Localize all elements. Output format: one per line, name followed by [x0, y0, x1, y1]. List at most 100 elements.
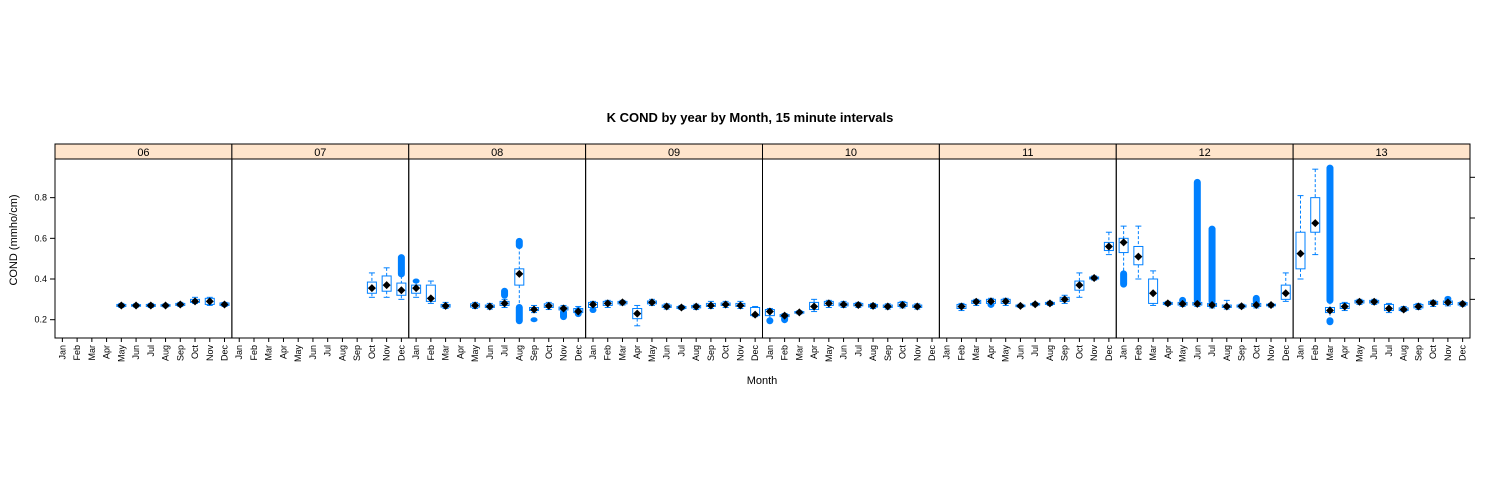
box-08-Sep: [529, 304, 540, 323]
box-13-Jun: [1369, 297, 1380, 306]
box-13-Oct: [1428, 299, 1439, 308]
x-tick-label: Aug: [691, 345, 701, 361]
x-tick-label: Jul: [1384, 345, 1394, 357]
x-tick-label: Mar: [794, 345, 804, 361]
x-tick-label: Aug: [1045, 345, 1055, 361]
median-marker: [721, 300, 730, 309]
box-10-Aug: [868, 301, 879, 310]
median-marker: [1075, 281, 1084, 290]
median-marker: [559, 304, 568, 313]
box-12-Aug: [1221, 299, 1232, 311]
box-06-Nov: [204, 296, 215, 306]
median-marker: [795, 308, 804, 317]
x-tick-label: Dec: [220, 345, 230, 362]
y-tick-label: 0.6: [34, 233, 47, 243]
median-marker: [132, 301, 141, 310]
box-11-Mar: [971, 297, 982, 306]
box-10-Oct: [897, 300, 908, 310]
x-tick-label: Sep: [1237, 345, 1247, 361]
outliers-lower: [766, 317, 774, 325]
x-tick-label: Oct: [1251, 345, 1261, 360]
x-tick-label: Jun: [662, 345, 672, 360]
median-marker: [986, 297, 995, 306]
x-tick-label: Aug: [1399, 345, 1409, 361]
box-09-Jan: [587, 300, 598, 314]
x-tick-label: Jun: [485, 345, 495, 360]
median-marker: [1443, 298, 1452, 307]
x-tick-label: Sep: [706, 345, 716, 361]
panel-frame: [408, 158, 587, 339]
x-tick-label: Jul: [1030, 345, 1040, 357]
median-marker: [1134, 252, 1143, 261]
box-13-Dec: [1457, 299, 1468, 308]
box-12-Apr: [1162, 299, 1173, 308]
box-10-Sep: [882, 302, 893, 311]
median-marker: [869, 301, 878, 310]
x-tick-label: Jan: [234, 345, 244, 360]
panel-12: 12 Jan Feb Mar Apr May Jun Jul Aug Sep Oct Nov Dec: [1115, 143, 1294, 363]
box-iqr: [396, 282, 407, 296]
median-marker: [883, 302, 892, 311]
x-tick-label: Jan: [57, 345, 67, 360]
box-12-Oct: [1251, 294, 1262, 310]
x-tick-label: Jun: [308, 345, 318, 360]
box-12-Mar: [1148, 270, 1159, 306]
x-tick-label: Jul: [323, 345, 333, 357]
median-marker: [1163, 299, 1172, 308]
median-marker: [1222, 302, 1231, 311]
outliers-upper: [1326, 164, 1334, 304]
x-tick-label: Dec: [750, 345, 760, 362]
median-marker: [1325, 306, 1334, 315]
box-06-May: [116, 301, 127, 310]
median-marker: [397, 286, 406, 295]
x-tick-label: May: [647, 345, 657, 363]
x-tick-label: Mar: [617, 345, 627, 361]
median-marker: [1119, 238, 1128, 247]
chart-title: K COND by year by Month, 15 minute inter…: [607, 110, 894, 125]
x-tick-label: Jul: [853, 345, 863, 357]
x-tick-label: Dec: [1104, 345, 1114, 362]
median-marker: [1370, 297, 1379, 306]
x-tick-label: Feb: [603, 345, 613, 361]
median-marker: [530, 305, 539, 314]
box-10-May: [823, 299, 834, 308]
median-marker: [1414, 302, 1423, 311]
box-09-May: [646, 298, 657, 307]
x-tick-label: Oct: [1428, 345, 1438, 360]
median-marker: [1340, 302, 1349, 311]
x-tick-label: Oct: [898, 345, 908, 360]
x-tick-label: Feb: [249, 345, 259, 361]
box-iqr: [381, 275, 392, 292]
box-13-Sep: [1413, 302, 1424, 311]
median-marker: [1016, 301, 1025, 310]
x-tick-label: Sep: [529, 345, 539, 361]
box-07-Oct: [366, 272, 377, 298]
x-tick-label: May: [824, 345, 834, 363]
x-tick-label: Jun: [1369, 345, 1379, 360]
box-09-Dec: [750, 305, 761, 319]
x-tick-label: May: [293, 345, 303, 363]
x-tick-label: Nov: [205, 345, 215, 362]
box-11-Apr: [985, 297, 996, 308]
box-iqr: [1280, 284, 1291, 300]
x-tick-label: Mar: [971, 345, 981, 361]
median-marker: [220, 300, 229, 309]
box-iqr: [366, 281, 377, 294]
median-marker: [1311, 219, 1320, 228]
box-11-Feb: [956, 302, 967, 312]
box-08-Feb: [425, 280, 436, 304]
x-tick-label: May: [1178, 345, 1188, 363]
x-tick-label: Oct: [544, 345, 554, 360]
median-marker: [367, 284, 376, 293]
box-12-Jan: [1118, 225, 1129, 288]
x-tick-label: Jul: [500, 345, 510, 357]
x-tick-label: Dec: [1281, 345, 1291, 362]
box-06-Dec: [219, 300, 230, 309]
x-tick-label: Jun: [1192, 345, 1202, 360]
median-marker: [1104, 242, 1113, 251]
box-13-Feb: [1310, 168, 1321, 256]
box-12-Feb: [1133, 225, 1144, 280]
box-iqr: [632, 308, 643, 320]
box-08-Jun: [484, 302, 495, 311]
x-tick-label: Jan: [942, 345, 952, 360]
